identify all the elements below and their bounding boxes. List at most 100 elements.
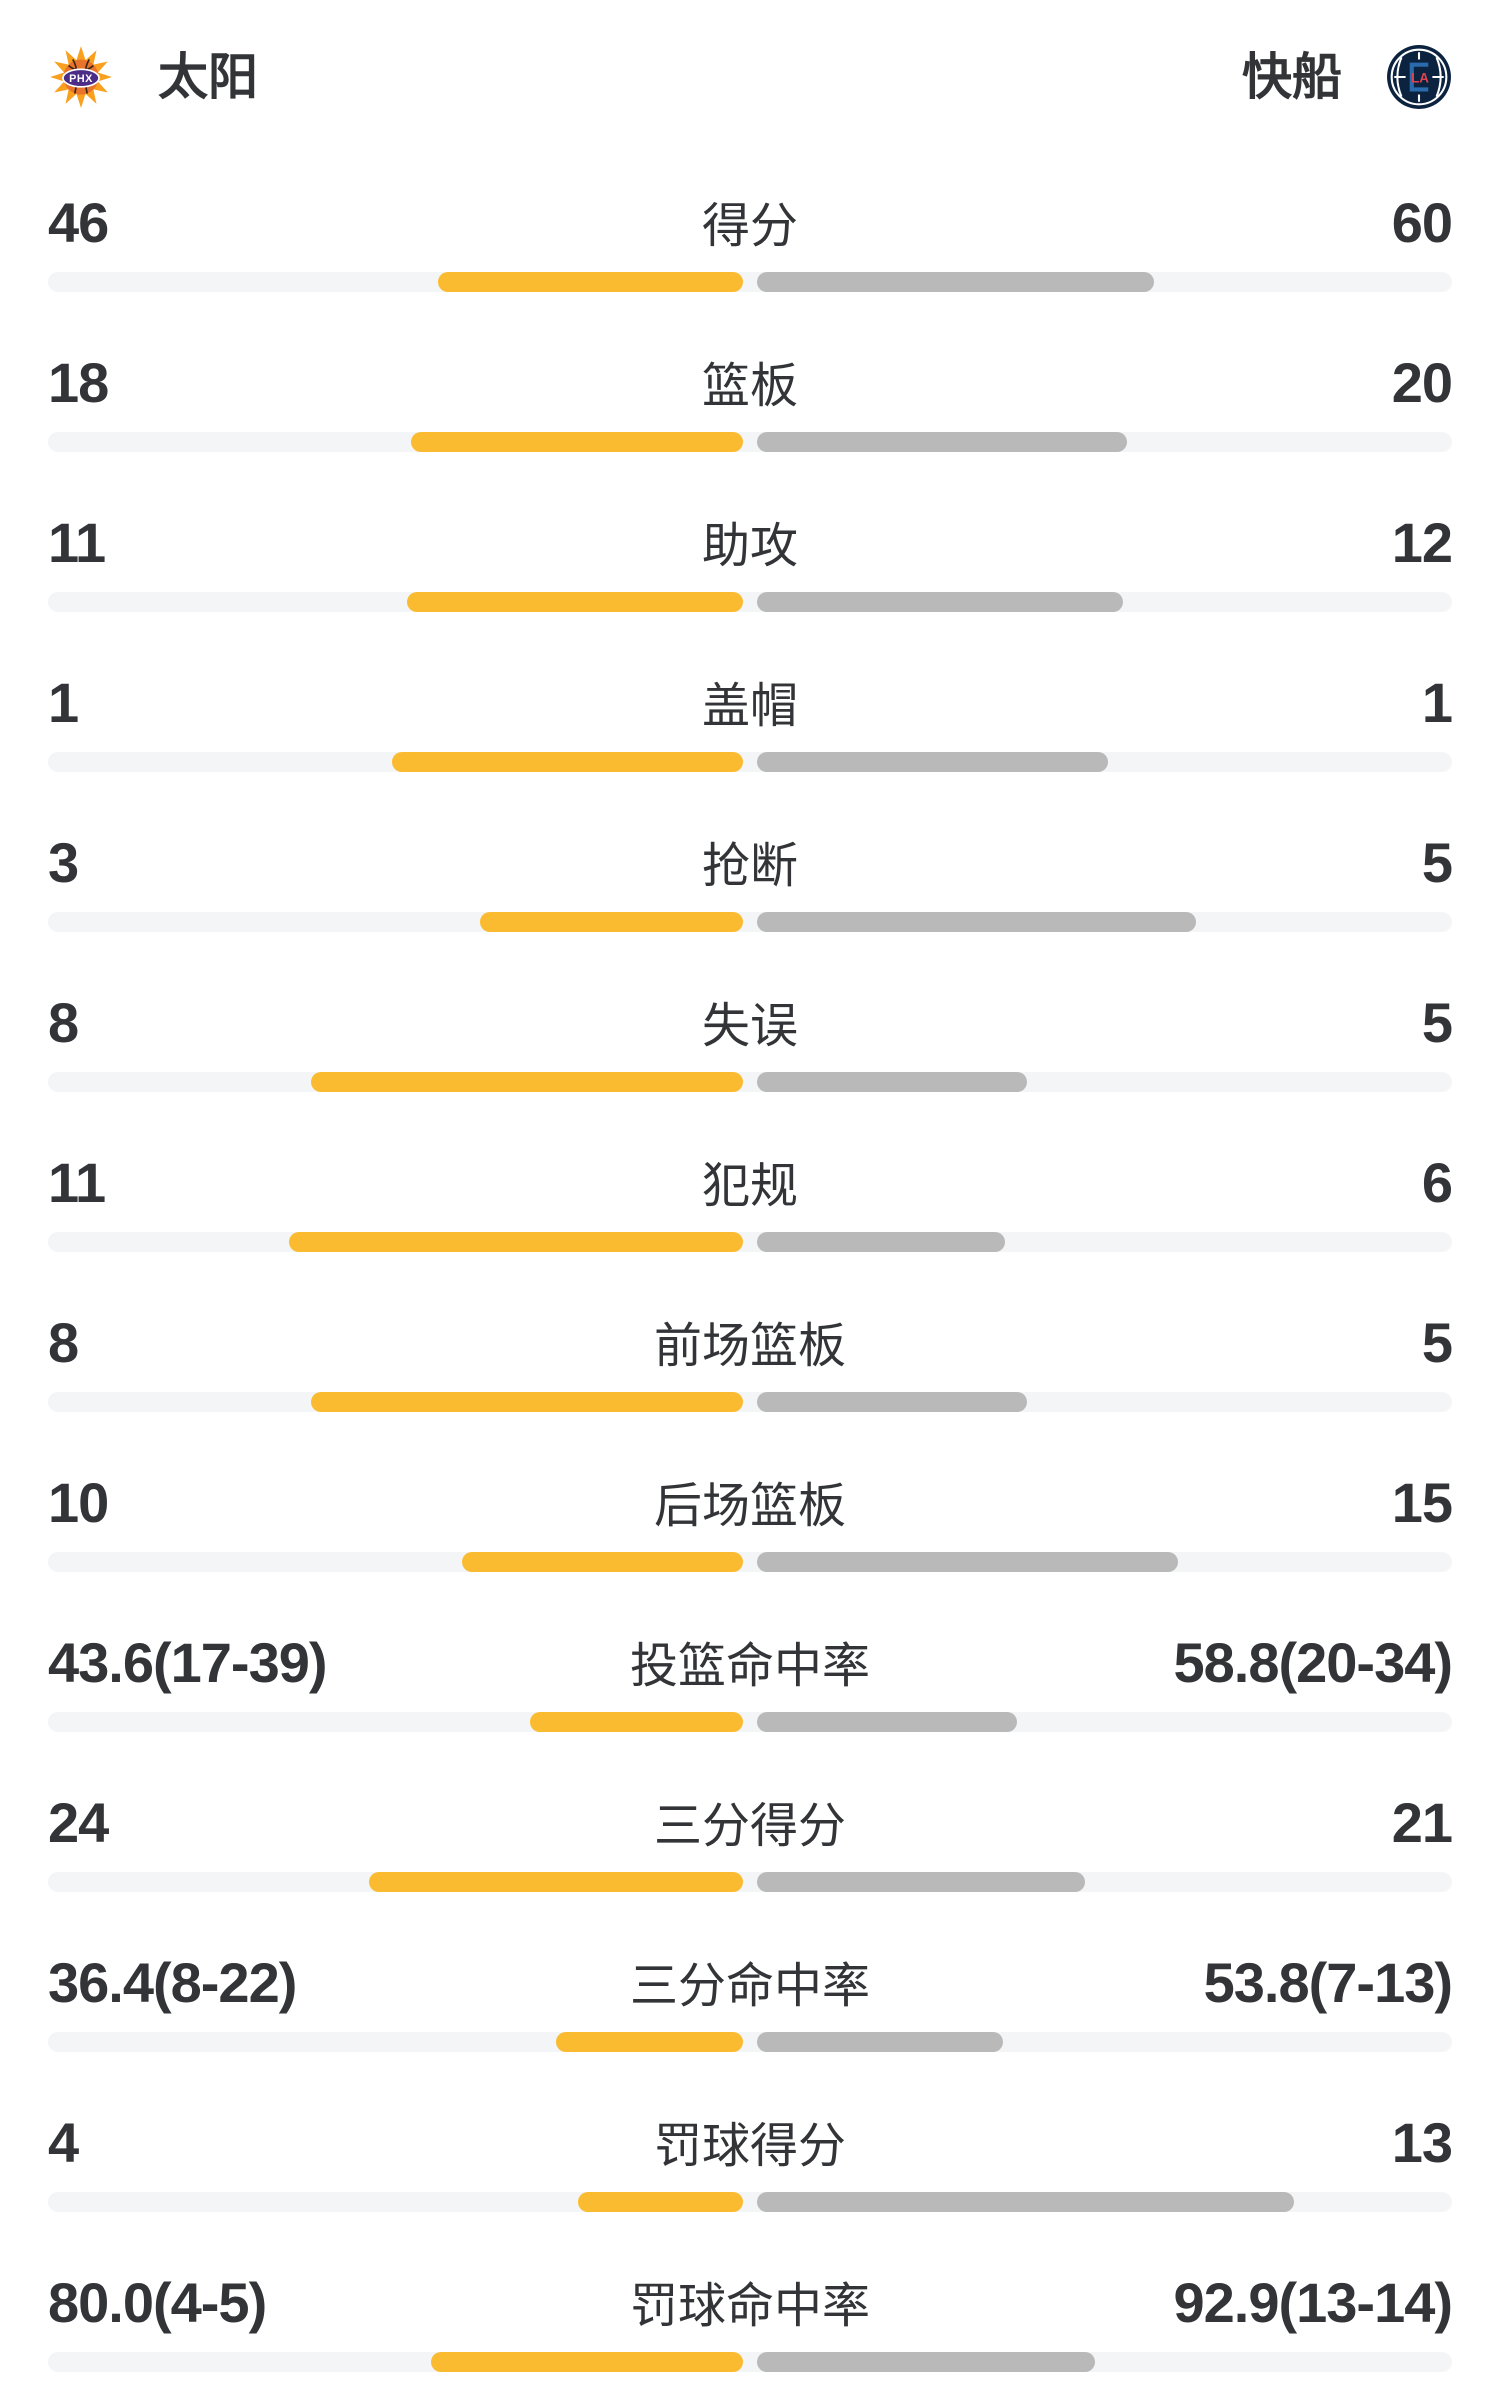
home-bar [311, 1072, 743, 1092]
home-bar [288, 1232, 743, 1252]
away-bar [757, 912, 1196, 932]
away-value: 20 [1391, 351, 1453, 414]
home-bar [311, 1392, 743, 1412]
away-bar [757, 1072, 1027, 1092]
home-value: 24 [48, 1791, 109, 1854]
away-bar [757, 2352, 1096, 2372]
stat-line: 46 得分 60 [48, 162, 1453, 256]
stat-label: 篮板 [702, 360, 799, 413]
away-value: 53.8(7-13) [1203, 1951, 1453, 2014]
stat-row: 10 后场篮板 15 [48, 1442, 1453, 1602]
team-home-name: 太阳 [158, 49, 258, 105]
away-value: 60 [1391, 191, 1453, 254]
svg-text:LA: LA [1411, 71, 1429, 86]
stat-label: 得分 [702, 200, 799, 253]
away-bar [757, 752, 1108, 772]
home-value: 3 [48, 831, 79, 894]
away-bar [757, 592, 1124, 612]
team-home[interactable]: PHX 太阳 [48, 44, 258, 110]
home-bar [577, 2192, 743, 2212]
away-bar [757, 1232, 1005, 1252]
home-value: 8 [48, 991, 79, 1054]
stat-line: 10 后场篮板 15 [48, 1442, 1453, 1536]
stat-line: 8 前场篮板 5 [48, 1282, 1453, 1376]
stat-row: 46 得分 60 [48, 162, 1453, 322]
stat-line: 8 失误 5 [48, 962, 1453, 1056]
away-value: 58.8(20-34) [1173, 1631, 1454, 1694]
away-bar [757, 1552, 1179, 1572]
home-value: 46 [48, 191, 109, 254]
stat-label: 后场篮板 [654, 1480, 847, 1533]
home-bar [555, 2032, 743, 2052]
away-value: 5 [1421, 1311, 1453, 1374]
stat-line: 11 犯规 6 [48, 1122, 1453, 1216]
stat-row: 8 失误 5 [48, 962, 1453, 1122]
stat-row: 3 抢断 5 [48, 802, 1453, 962]
stat-line: 80.0(4-5) 罚球命中率 92.9(13-14) [48, 2242, 1454, 2336]
stat-bar-track [48, 1712, 1452, 1732]
stat-line: 1 盖帽 1 [48, 642, 1453, 736]
stat-bar-track [48, 1552, 1452, 1572]
stat-bar-track [48, 1232, 1452, 1252]
stat-bar-track [48, 2032, 1452, 2052]
away-value: 15 [1391, 1471, 1453, 1534]
home-bar [479, 912, 743, 932]
away-bar [757, 1712, 1017, 1732]
home-bar [431, 2352, 743, 2372]
away-bar [757, 272, 1155, 292]
stat-row: 24 三分得分 21 [48, 1762, 1453, 1922]
stat-row: 43.6(17-39) 投篮命中率 58.8(20-34) [48, 1602, 1454, 1762]
team-away-name: 快船 [1242, 49, 1342, 105]
stat-label: 助攻 [702, 520, 799, 573]
stat-bar-track [48, 592, 1452, 612]
stat-label: 三分命中率 [630, 1960, 871, 2013]
away-value: 12 [1391, 511, 1453, 574]
away-value: 6 [1421, 1151, 1453, 1214]
home-value: 36.4(8-22) [48, 1951, 297, 2014]
home-value: 4 [48, 2111, 79, 2174]
away-bar [757, 2192, 1294, 2212]
stat-row: 11 犯规 6 [48, 1122, 1453, 1282]
stat-row: 8 前场篮板 5 [48, 1282, 1453, 1442]
suns-team-logo-icon: PHX [48, 44, 114, 110]
stat-label: 犯规 [702, 1160, 799, 1213]
stat-bar-track [48, 1392, 1452, 1412]
team-away[interactable]: 快船 LA [1242, 44, 1452, 110]
away-value: 92.9(13-14) [1173, 2271, 1454, 2334]
stats-list: 46 得分 60 18 篮板 20 11 助攻 12 1 盖帽 1 3 抢断 5 8 失误 5 11 犯规 6 8 前场篮板… [48, 162, 1454, 2402]
stat-row: 80.0(4-5) 罚球命中率 92.9(13-14) [48, 2242, 1454, 2402]
stat-line: 4 罚球得分 13 [48, 2082, 1453, 2176]
away-bar [757, 2032, 1003, 2052]
stat-line: 11 助攻 12 [48, 482, 1453, 576]
stat-label: 投篮命中率 [630, 1640, 871, 1693]
home-value: 1 [48, 671, 79, 734]
stat-row: 4 罚球得分 13 [48, 2082, 1453, 2242]
stat-row: 11 助攻 12 [48, 482, 1453, 642]
stat-bar-track [48, 912, 1452, 932]
teams-header: PHX 太阳 快船 LA [48, 0, 1452, 110]
home-value: 80.0(4-5) [48, 2271, 267, 2334]
home-value: 18 [48, 351, 109, 414]
stat-bar-track [48, 272, 1452, 292]
away-value: 21 [1391, 1791, 1453, 1854]
stat-label: 盖帽 [702, 680, 799, 733]
stat-row: 1 盖帽 1 [48, 642, 1453, 802]
home-bar [529, 1712, 743, 1732]
away-value: 13 [1391, 2111, 1453, 2174]
away-value: 5 [1421, 831, 1453, 894]
stat-bar-track [48, 1072, 1452, 1092]
home-value: 8 [48, 1311, 79, 1374]
home-value: 43.6(17-39) [48, 1631, 328, 1694]
away-value: 1 [1421, 671, 1453, 734]
stat-line: 36.4(8-22) 三分命中率 53.8(7-13) [48, 1922, 1453, 2016]
stat-bar-track [48, 752, 1452, 772]
home-value: 11 [48, 1151, 106, 1214]
stat-line: 24 三分得分 21 [48, 1762, 1453, 1856]
stat-label: 三分得分 [654, 1800, 847, 1853]
stat-bar-track [48, 2352, 1452, 2372]
home-bar [368, 1872, 743, 1892]
stat-bar-track [48, 2192, 1452, 2212]
stat-bar-track [48, 1872, 1452, 1892]
away-bar [757, 432, 1127, 452]
